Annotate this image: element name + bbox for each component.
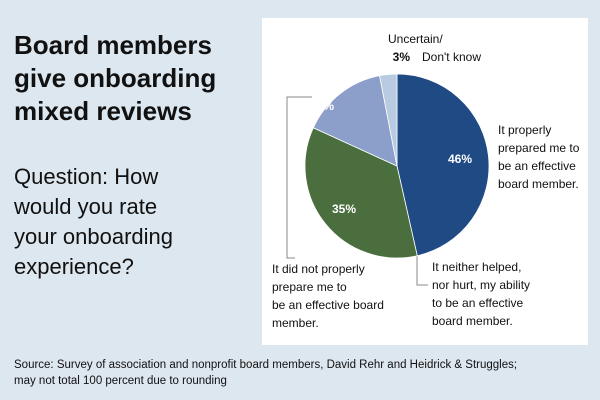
title-line: mixed reviews xyxy=(14,96,192,126)
pie-slice xyxy=(312,75,398,167)
value-label: 3% xyxy=(393,50,411,64)
value-label: 35% xyxy=(332,202,356,216)
slice-label: Uncertain/ xyxy=(388,32,443,46)
slice-label: be an effective board xyxy=(272,298,384,312)
slice-label: board member. xyxy=(432,314,513,328)
question-line: Question: How xyxy=(14,164,158,189)
slice-label: member. xyxy=(272,316,319,330)
question-line: experience? xyxy=(14,254,134,279)
slice-label: Don't know xyxy=(422,50,481,64)
slice-label: It neither helped, xyxy=(432,260,521,274)
title-line: give onboarding xyxy=(14,63,216,93)
question-line: your onboarding xyxy=(14,224,173,249)
slice-label: It did not properly xyxy=(272,262,365,276)
title-line: Board members xyxy=(14,30,212,60)
slice-label: prepared me to xyxy=(498,141,580,155)
slice-label: It properly xyxy=(498,123,551,137)
callout-line xyxy=(416,250,428,286)
source-line: may not total 100 percent due to roundin… xyxy=(14,375,227,387)
pie-slice xyxy=(304,127,418,259)
slice-label: nor hurt, my ability xyxy=(432,278,530,292)
slice-label: prepare me to xyxy=(272,280,347,294)
slice-label: board member. xyxy=(498,177,579,191)
source-line: Source: Survey of association and nonpro… xyxy=(14,359,517,371)
value-label: 15% xyxy=(310,99,334,113)
pie-slice xyxy=(396,73,490,257)
callout-line xyxy=(286,96,312,259)
slice-label: to be an effective xyxy=(432,296,524,310)
pie-slice xyxy=(379,73,398,167)
question-line: would you rate xyxy=(13,194,157,219)
value-label: 46% xyxy=(448,152,472,166)
slice-label: be an effective xyxy=(498,159,576,173)
